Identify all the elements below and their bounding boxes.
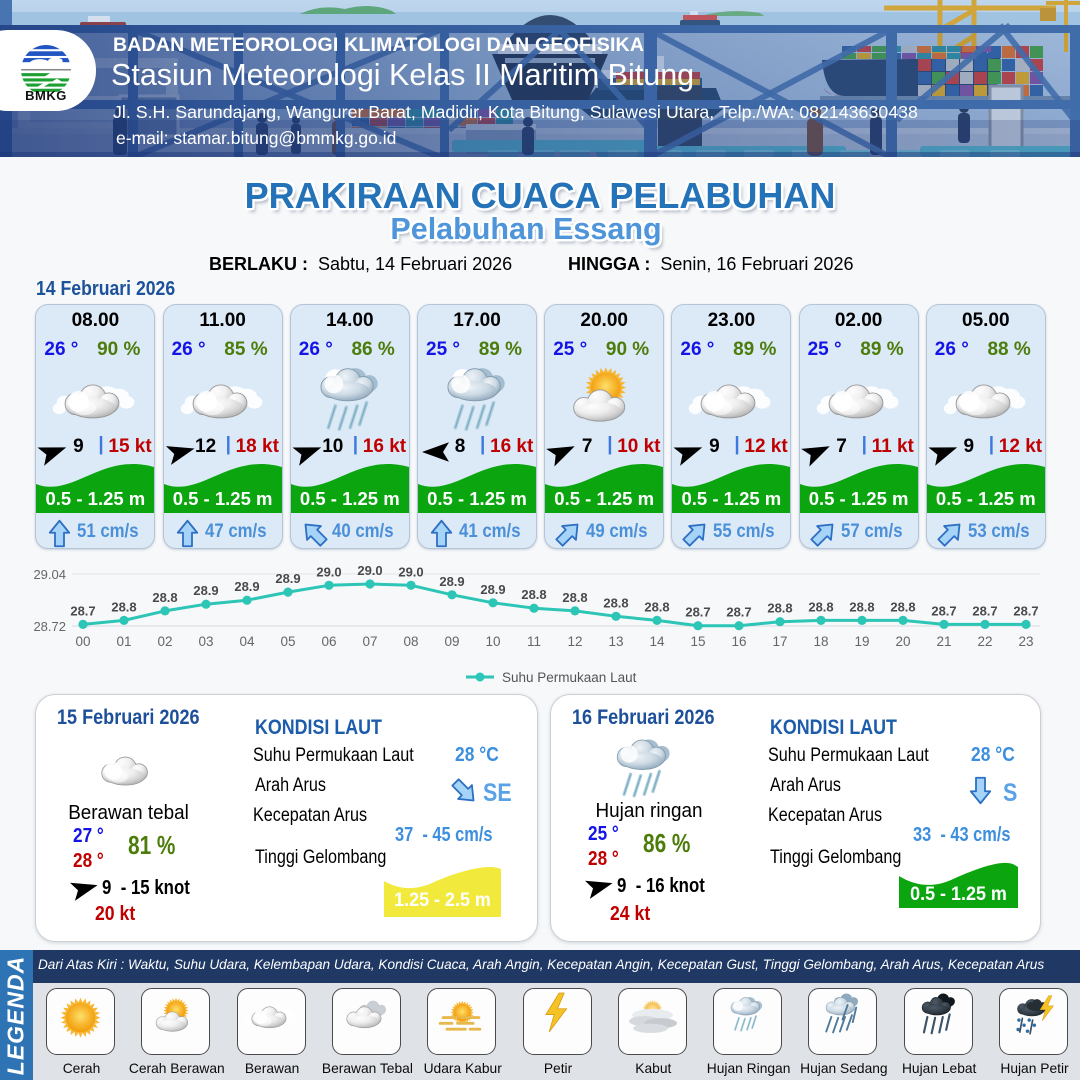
svg-text:00: 00 <box>75 634 90 649</box>
svg-text:05: 05 <box>280 634 295 649</box>
svg-text:06: 06 <box>321 634 336 649</box>
svg-text:28.9: 28.9 <box>275 571 300 586</box>
svg-text:28.72: 28.72 <box>33 619 66 634</box>
svg-text:23: 23 <box>1018 634 1033 649</box>
svg-text:12: 12 <box>567 634 582 649</box>
svg-text:28.8: 28.8 <box>521 587 546 602</box>
svg-text:16: 16 <box>731 634 746 649</box>
svg-text:28.8: 28.8 <box>890 599 915 614</box>
svg-text:01: 01 <box>116 634 131 649</box>
svg-text:29.0: 29.0 <box>398 564 423 579</box>
svg-text:29.0: 29.0 <box>357 563 382 578</box>
svg-text:08: 08 <box>403 634 418 649</box>
svg-text:11: 11 <box>527 634 541 649</box>
svg-text:18: 18 <box>813 634 828 649</box>
svg-text:29.04: 29.04 <box>33 567 66 582</box>
svg-text:28.7: 28.7 <box>70 603 95 618</box>
svg-text:22: 22 <box>977 634 992 649</box>
svg-text:14: 14 <box>649 634 665 649</box>
svg-text:28.8: 28.8 <box>808 599 833 614</box>
svg-text:20: 20 <box>895 634 910 649</box>
svg-text:28.7: 28.7 <box>726 605 751 620</box>
svg-text:28.9: 28.9 <box>234 579 259 594</box>
svg-text:07: 07 <box>362 634 377 649</box>
svg-text:09: 09 <box>444 634 459 649</box>
svg-text:13: 13 <box>608 634 623 649</box>
svg-text:Suhu Permukaan Laut: Suhu Permukaan Laut <box>502 670 637 685</box>
svg-text:28.9: 28.9 <box>439 574 464 589</box>
svg-text:28.9: 28.9 <box>480 582 505 597</box>
svg-text:04: 04 <box>239 634 255 649</box>
svg-text:28.8: 28.8 <box>111 599 136 614</box>
svg-text:15: 15 <box>690 634 705 649</box>
svg-text:17: 17 <box>772 634 787 649</box>
svg-text:10: 10 <box>485 634 500 649</box>
svg-text:29.0: 29.0 <box>316 564 341 579</box>
svg-text:28.7: 28.7 <box>931 603 956 618</box>
svg-text:28.8: 28.8 <box>152 590 177 605</box>
svg-text:28.9: 28.9 <box>193 583 218 598</box>
svg-text:28.7: 28.7 <box>685 605 710 620</box>
svg-text:28.7: 28.7 <box>972 603 997 618</box>
svg-text:28.8: 28.8 <box>767 601 792 616</box>
svg-text:21: 21 <box>936 634 951 649</box>
svg-text:28.8: 28.8 <box>603 595 628 610</box>
svg-text:02: 02 <box>157 634 172 649</box>
svg-text:28.8: 28.8 <box>849 599 874 614</box>
svg-text:19: 19 <box>854 634 869 649</box>
svg-text:28.7: 28.7 <box>1013 603 1038 618</box>
svg-text:28.8: 28.8 <box>562 590 587 605</box>
svg-text:03: 03 <box>198 634 213 649</box>
svg-text:28.8: 28.8 <box>644 599 669 614</box>
